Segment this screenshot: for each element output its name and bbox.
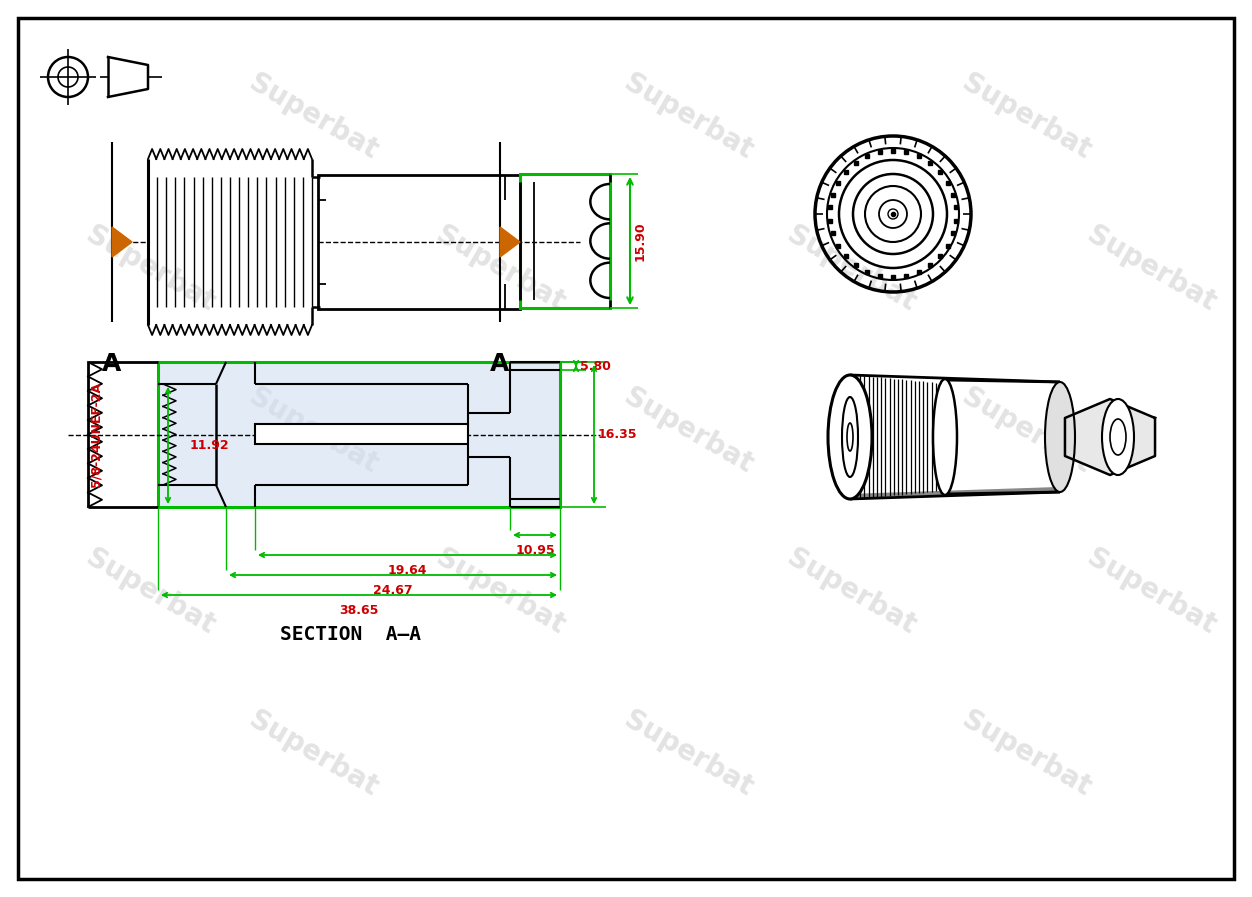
Text: 19.64: 19.64 — [388, 564, 427, 577]
Text: Superbat: Superbat — [958, 68, 1096, 165]
Text: Superbat: Superbat — [81, 221, 219, 318]
Text: Superbat: Superbat — [244, 705, 382, 802]
Ellipse shape — [1045, 382, 1075, 492]
Text: Superbat: Superbat — [1083, 544, 1221, 640]
Ellipse shape — [828, 375, 871, 499]
Text: Superbat: Superbat — [244, 382, 382, 479]
Text: A: A — [103, 352, 121, 376]
Text: Superbat: Superbat — [620, 68, 757, 165]
Text: 10.95: 10.95 — [515, 544, 555, 557]
Text: Superbat: Superbat — [432, 544, 570, 640]
Text: Superbat: Superbat — [958, 705, 1096, 802]
Text: Superbat: Superbat — [244, 68, 382, 165]
Bar — [255, 424, 468, 445]
Text: 24.67: 24.67 — [373, 584, 413, 597]
Text: A: A — [491, 352, 510, 376]
Text: 15.90: 15.90 — [634, 222, 647, 261]
Polygon shape — [500, 227, 520, 257]
Text: Superbat: Superbat — [958, 382, 1096, 479]
Text: Superbat: Superbat — [1083, 221, 1221, 318]
Polygon shape — [1065, 399, 1156, 475]
Text: Superbat: Superbat — [782, 221, 920, 318]
Text: 11.92: 11.92 — [190, 439, 229, 452]
Bar — [158, 362, 560, 507]
Text: 5.80: 5.80 — [580, 360, 611, 372]
Polygon shape — [111, 227, 131, 257]
Bar — [520, 174, 610, 308]
Text: 5/8-24UNEF-2A: 5/8-24UNEF-2A — [89, 382, 103, 487]
Bar — [318, 175, 520, 309]
Text: 38.65: 38.65 — [339, 604, 378, 617]
Text: 16.35: 16.35 — [598, 428, 637, 441]
Text: SECTION  A–A: SECTION A–A — [279, 625, 421, 644]
Text: Superbat: Superbat — [620, 705, 757, 802]
Ellipse shape — [933, 379, 957, 495]
Ellipse shape — [1102, 399, 1134, 475]
Text: Superbat: Superbat — [782, 544, 920, 640]
Text: Superbat: Superbat — [620, 382, 757, 479]
Text: Superbat: Superbat — [81, 544, 219, 640]
Text: Superbat: Superbat — [432, 221, 570, 318]
Polygon shape — [158, 362, 560, 507]
